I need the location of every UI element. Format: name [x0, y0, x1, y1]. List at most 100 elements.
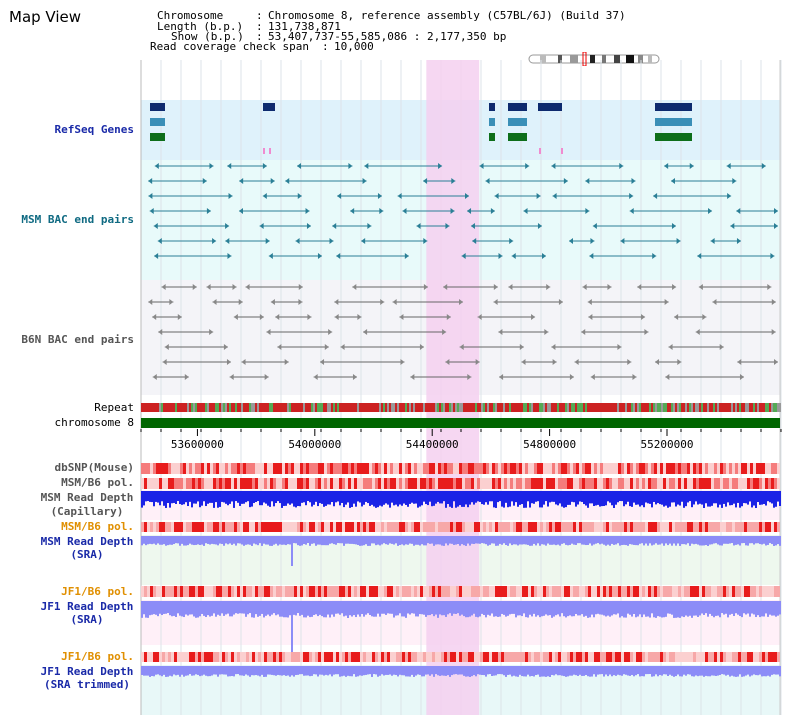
jf1-sra-depth-bar	[285, 601, 287, 618]
repeat-bar	[431, 403, 433, 412]
track-label-jf1-read-depth-2[interactable]: JF1 Read Depth	[40, 665, 134, 678]
msm-capillary-depth-bar	[511, 491, 513, 502]
msm-b6-pol-cell	[738, 478, 741, 489]
repeat-bar	[457, 403, 459, 412]
track-label-msm-bac[interactable]: MSM BAC end pairs	[21, 213, 134, 226]
msm-bac-pair-end	[402, 208, 407, 214]
b6n-bac-pair-end	[519, 344, 524, 350]
jf1-trimmed-depth-bar	[747, 666, 749, 675]
repeat-bar	[575, 403, 577, 412]
jf1-trimmed-depth-bar	[475, 666, 477, 677]
track-label-msm-b6-pol[interactable]: MSM/B6 pol.	[61, 476, 134, 489]
track-label-dbsnp[interactable]: dbSNP(Mouse)	[54, 461, 134, 474]
jf1-sra-depth-bar	[667, 601, 669, 614]
msm-sra-depth-bar	[531, 536, 533, 546]
dbsnp-cell	[657, 463, 660, 474]
gene-feature	[489, 133, 495, 141]
msm-sra-depth-bar	[761, 536, 763, 545]
msm-b6-pol2-cell	[711, 522, 714, 532]
dbsnp-cell	[669, 463, 672, 474]
jf1-b6-pol-cell	[153, 586, 156, 597]
jf1-sra-depth-bar	[313, 601, 315, 616]
msm-b6-pol2-cell	[693, 522, 696, 532]
msm-sra-depth-bar	[407, 536, 409, 545]
msm-sra-depth-bar	[511, 536, 513, 546]
jf1-b6-pol2-cell	[540, 652, 543, 662]
jf1-b6-pol-cell	[342, 586, 345, 597]
jf1-sra-depth-bar	[241, 601, 243, 614]
jf1-b6-pol-cell	[687, 586, 690, 597]
msm-bac-pair-end	[631, 178, 636, 184]
jf1-sra-depth-bar	[291, 601, 293, 652]
dbsnp-cell	[687, 463, 690, 474]
jf1-b6-pol-cell	[390, 586, 393, 597]
msm-capillary-depth-bar	[459, 491, 461, 506]
msm-b6-pol-cell	[321, 478, 324, 489]
track-label-jf1-read-depth[interactable]: JF1 Read Depth	[40, 600, 134, 613]
msm-capillary-depth-bar	[143, 491, 145, 506]
msm-bac-pair-end	[697, 253, 702, 259]
jf1-sra-depth-bar	[477, 601, 479, 618]
b6n-bac-pair-end	[551, 344, 556, 350]
jf1-trimmed-depth-bar	[187, 666, 189, 676]
msm-bac-pair-end	[297, 193, 302, 199]
b6n-bac-pair-end	[363, 329, 368, 335]
msm-bac-pair-end	[153, 223, 158, 229]
msm-b6-pol-cell	[186, 478, 189, 489]
repeat-bar	[267, 403, 269, 412]
msm-sra-depth-bar	[469, 536, 471, 546]
msm-capillary-depth-bar	[717, 491, 719, 508]
msm-sra-depth-bar	[145, 536, 147, 546]
msm-sra-depth-bar	[491, 536, 493, 544]
msm-b6-pol-cell	[477, 478, 480, 489]
dbsnp-cell	[267, 463, 270, 474]
msm-bac-pair-end	[336, 253, 341, 259]
msm-bac-pair-end	[148, 178, 153, 184]
track-label-msm-read-depth[interactable]: MSM Read Depth	[40, 491, 134, 504]
jf1-trimmed-depth-bar	[383, 666, 385, 676]
jf1-sra-depth-bar	[693, 601, 695, 616]
msm-b6-pol-cell	[213, 478, 216, 489]
b6n-bac-pair-end	[467, 374, 472, 380]
jf1-b6-pol2-cell	[489, 652, 492, 662]
repeat-bar	[285, 403, 287, 412]
track-label-repeat[interactable]: Repeat	[94, 401, 134, 414]
msm-bac-pair-end	[149, 208, 154, 214]
msm-sra-depth-bar	[179, 536, 181, 546]
track-label-jf1-b6-pol-2[interactable]: JF1/B6 pol.	[61, 650, 134, 663]
track-label-refseq[interactable]: RefSeq Genes	[54, 123, 134, 136]
jf1-b6-pol2-cell	[351, 652, 354, 662]
jf1-trimmed-depth-bar	[261, 666, 263, 675]
track-label-jf1-b6-pol[interactable]: JF1/B6 pol.	[61, 585, 134, 598]
msm-b6-pol-cell	[327, 478, 330, 489]
msm-sra-depth-bar	[523, 536, 525, 545]
jf1-sra-depth-bar	[161, 601, 163, 616]
msm-bac-pair-end	[297, 163, 302, 169]
msm-bac-pair-end	[537, 223, 542, 229]
dbsnp-cell	[633, 463, 636, 474]
jf1-sra-depth-bar	[293, 601, 295, 615]
genome-browser-panel[interactable]	[0, 60, 800, 715]
jf1-trimmed-depth-bar	[701, 666, 703, 676]
jf1-b6-pol-cell	[627, 586, 630, 597]
track-label-chromosome[interactable]: chromosome 8	[54, 416, 134, 429]
msm-capillary-depth-bar	[611, 491, 613, 506]
msm-sra-depth-bar	[345, 536, 347, 544]
jf1-trimmed-depth-bar	[323, 666, 325, 676]
msm-capillary-depth-bar	[591, 491, 593, 504]
b6n-bac-pair-end	[423, 284, 428, 290]
jf1-sra-depth-bar	[229, 601, 231, 617]
msm-capillary-depth-bar	[663, 491, 665, 507]
jf1-sra-depth-bar	[669, 601, 671, 614]
track-label-b6n-bac[interactable]: B6N BAC end pairs	[21, 333, 134, 346]
track-label-msm-b6-pol-2[interactable]: MSM/B6 pol.	[61, 520, 134, 533]
jf1-trimmed-depth-bar	[543, 666, 545, 677]
jf1-b6-pol-cell	[438, 586, 441, 597]
dbsnp-cell	[708, 463, 711, 474]
jf1-sra-depth-bar	[471, 601, 473, 616]
msm-capillary-depth-bar	[743, 491, 745, 504]
track-label-msm-read-depth-sra[interactable]: MSM Read Depth	[40, 535, 134, 548]
jf1-trimmed-depth-bar	[479, 666, 481, 675]
msm-capillary-depth-bar	[287, 491, 289, 504]
msm-b6-pol-cell	[609, 478, 612, 489]
